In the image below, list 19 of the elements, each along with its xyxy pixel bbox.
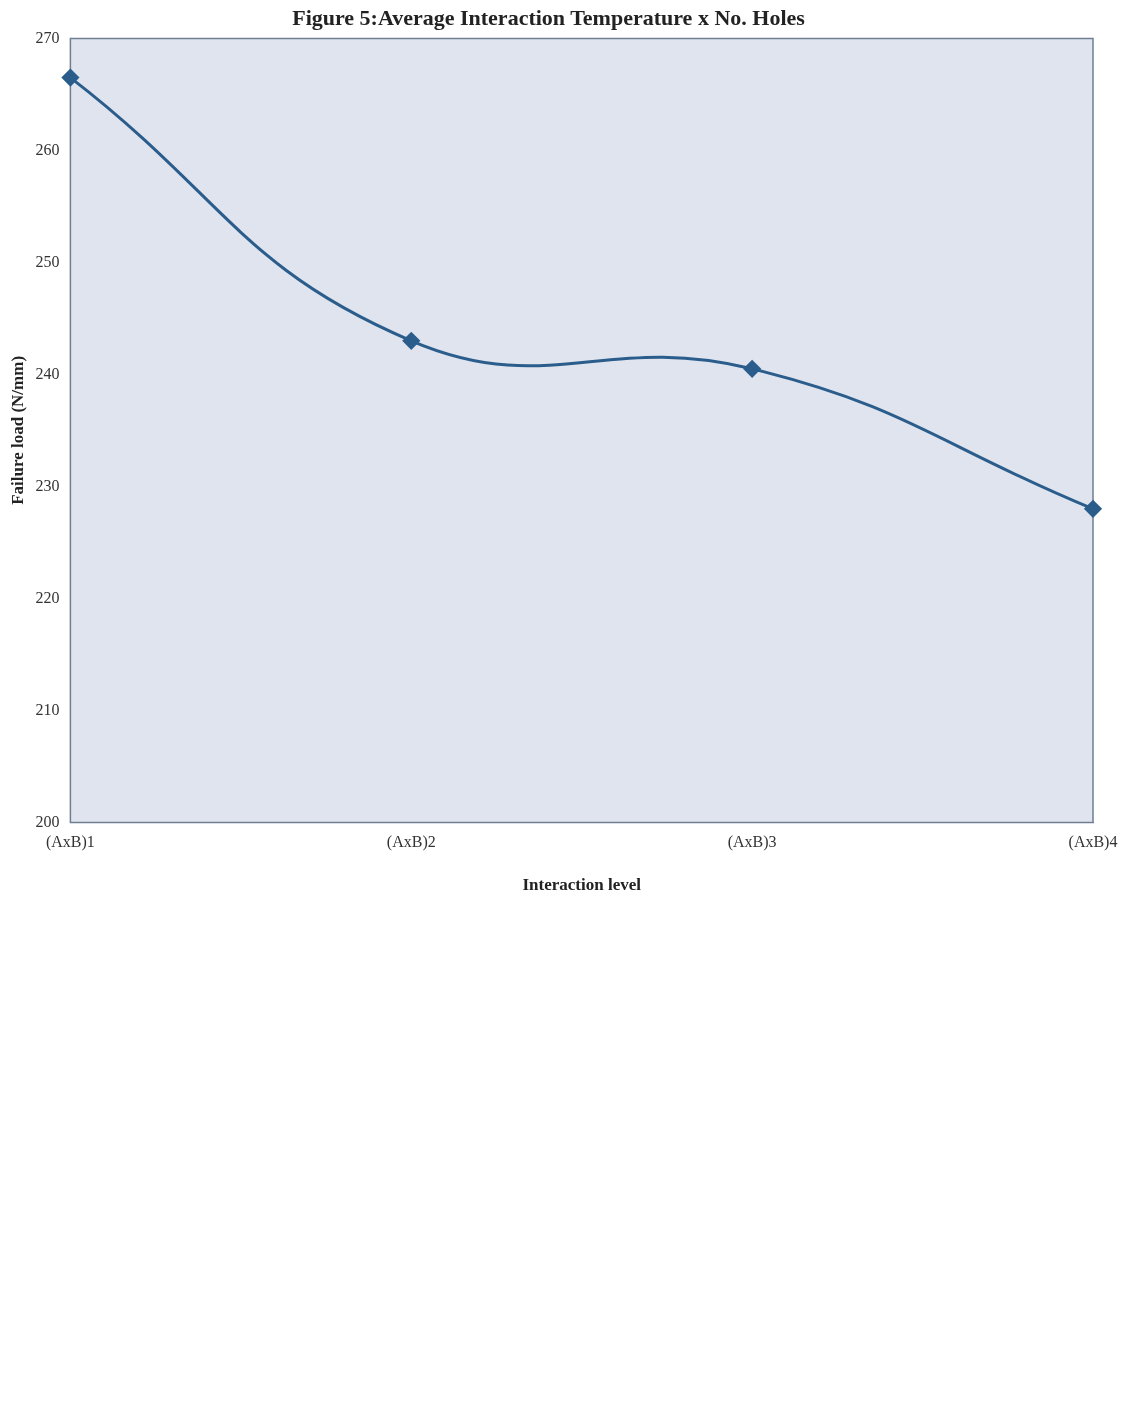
point [402,332,420,350]
point [1084,500,1102,518]
y-tick-label: 230 [35,476,60,494]
x-tick-label: (AxB)2 [386,833,436,852]
y-tick-label: 250 [35,252,60,270]
y-tick-label: 220 [35,588,60,606]
y-axis-title: Failure load (N/mm) [7,355,27,505]
y-tick-label: 260 [35,140,60,158]
y-tick-label: 270 [35,28,60,46]
y-tick-label: 240 [35,364,60,382]
point [61,69,79,87]
chart-title: Figure 5:Average Interaction Temperature x No. Holes [292,4,806,30]
x-tick-label: (AxB)4 [1068,833,1118,852]
point [743,360,761,378]
x-tick-label: (AxB)3 [727,833,777,852]
x-tick-label: (AxB)1 [45,833,95,852]
y-tick-label: 200 [35,812,60,830]
y-tick-label: 210 [35,700,60,718]
x-axis-title: Interaction level [522,875,642,895]
